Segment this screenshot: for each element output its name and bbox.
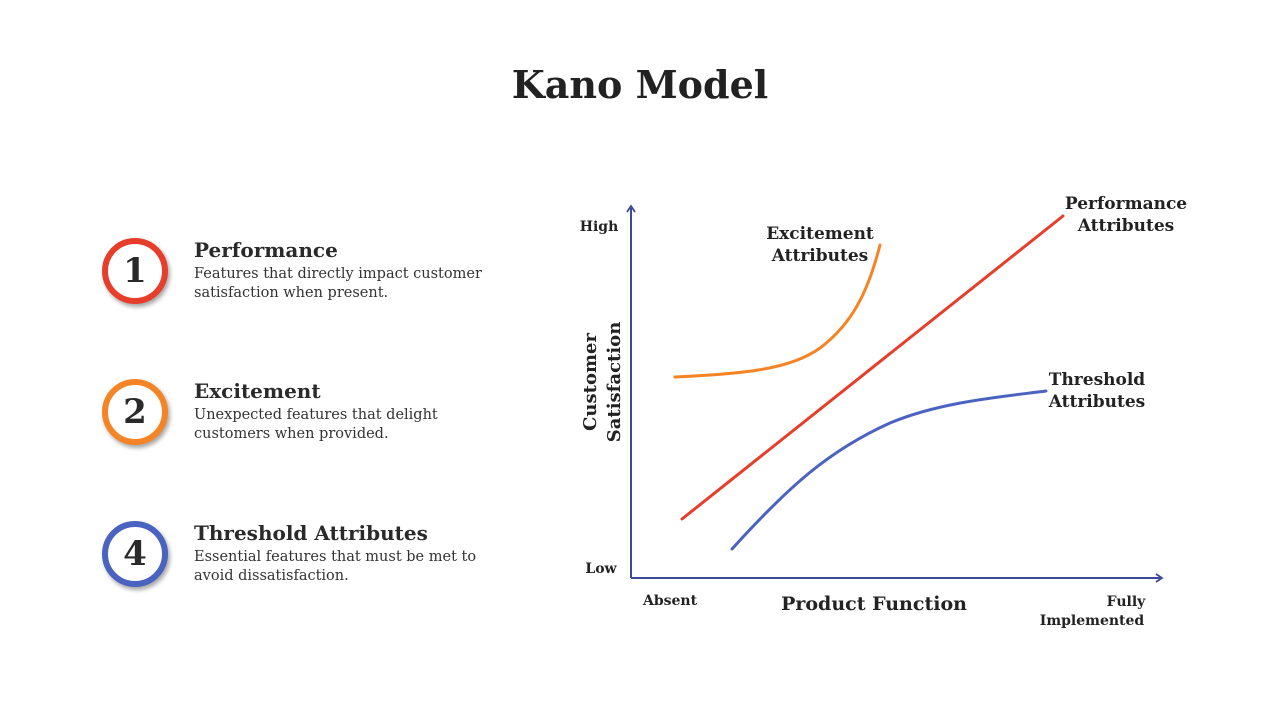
excitement-curve xyxy=(673,243,882,379)
page-title: Kano Model xyxy=(511,62,769,107)
number-badge: 4 xyxy=(102,521,168,587)
x-axis-label: Product Function xyxy=(781,593,967,615)
number-badge: 1 xyxy=(102,238,168,304)
item-description: Unexpected features that delight custome… xyxy=(194,407,438,442)
item-title: Threshold Attributes xyxy=(194,521,428,545)
excitement-label-line1: Excitement xyxy=(766,224,874,244)
list-item-excitement: 2 Excitement Unexpected features that de… xyxy=(100,379,520,449)
x-end-label-line1: Fully xyxy=(1107,594,1147,610)
item-title: Performance xyxy=(194,238,338,262)
list-item-performance: 1 Performance Features that directly imp… xyxy=(100,238,520,308)
list-item-threshold: 4 Threshold Attributes Essential feature… xyxy=(100,521,520,591)
y-axis-label-line2: Satisfaction xyxy=(604,322,625,443)
item-description: Essential features that must be met to a… xyxy=(194,549,477,584)
item-title: Excitement xyxy=(194,379,321,403)
performance-line xyxy=(680,214,1065,521)
y-high-label: High xyxy=(580,219,619,235)
threshold-label-line1: Threshold xyxy=(1049,370,1146,390)
y-axis-label-line1: Customer xyxy=(580,333,601,431)
x-start-label: Absent xyxy=(642,593,698,609)
threshold-curve xyxy=(730,389,1048,551)
y-axis-label: Customer Satisfaction xyxy=(580,322,625,443)
number-badge: 2 xyxy=(102,379,168,445)
excitement-label-line2: Attributes xyxy=(771,246,869,266)
performance-label-line1: Performance xyxy=(1065,194,1187,214)
threshold-label-line2: Attributes xyxy=(1048,392,1146,412)
performance-label-line2: Attributes xyxy=(1077,216,1175,236)
item-description: Features that directly impact customer s… xyxy=(194,266,482,301)
x-end-label-line2: Implemented xyxy=(1040,613,1145,629)
y-low-label: Low xyxy=(585,561,617,577)
